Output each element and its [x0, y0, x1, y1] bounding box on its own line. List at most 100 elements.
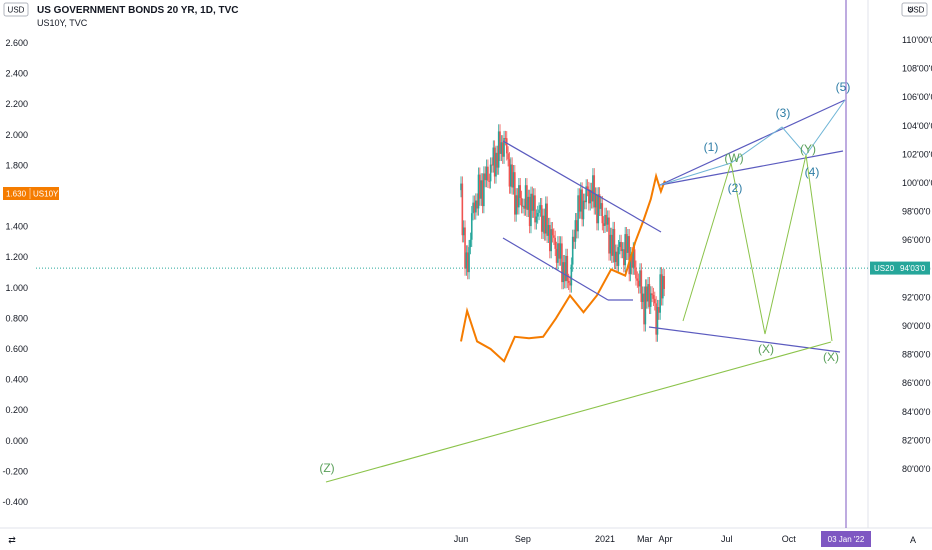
candle-body	[571, 236, 574, 265]
candle-body	[581, 189, 583, 220]
candle-body	[470, 213, 473, 240]
candle-body	[590, 189, 593, 202]
candle-body	[609, 234, 612, 254]
candle-body	[636, 278, 639, 281]
candle-body	[659, 274, 661, 313]
candle-body	[487, 166, 489, 181]
candle-body	[558, 243, 561, 259]
candle-body	[566, 255, 569, 281]
us10y-price-badge: 1.630 US10Y	[3, 187, 59, 200]
us20-price-badge: US20 94'03'0	[870, 261, 930, 275]
candle-body	[597, 194, 600, 224]
right-axis-tick: 102'00'0	[902, 149, 932, 159]
candle-body	[501, 142, 504, 157]
candle-body	[644, 286, 647, 325]
candle-body	[614, 251, 617, 263]
candle-body	[493, 147, 496, 177]
candle-body	[473, 202, 476, 213]
candle-body	[652, 294, 655, 299]
candle-body	[538, 209, 540, 213]
candle-body	[507, 153, 509, 160]
candle-body	[536, 212, 539, 217]
candle-body	[569, 282, 571, 286]
candle-body	[508, 159, 511, 187]
time-axis-tick: Jun	[454, 534, 469, 544]
date-marker-badge[interactable]: 03 Jan '22	[821, 531, 871, 547]
candle-body	[546, 203, 548, 236]
candle-body	[653, 298, 656, 304]
impulse-path[interactable]	[659, 99, 846, 186]
candle-body	[570, 264, 573, 286]
candle-body	[563, 262, 566, 282]
gear-icon: ⚙	[907, 6, 914, 15]
candle-body	[655, 303, 657, 335]
candle-body	[475, 200, 477, 213]
candle-body	[514, 172, 516, 215]
wave-label-x2: (X)	[823, 350, 839, 364]
candle-body	[619, 241, 621, 248]
svg-text:1.630: 1.630	[6, 190, 27, 199]
candle-body	[543, 215, 546, 234]
candle-body	[497, 131, 500, 168]
candle-body	[621, 249, 624, 252]
candle-body	[519, 185, 522, 198]
candle-body	[602, 223, 605, 226]
right-currency-button[interactable]: ⚙ USD	[901, 2, 928, 17]
candle-body	[632, 249, 635, 268]
candle-body	[612, 228, 614, 256]
candle-body	[539, 205, 542, 210]
candle-body	[460, 183, 462, 191]
candle-body	[520, 197, 523, 207]
wave-label-5: (5)	[836, 80, 851, 94]
correction-path[interactable]	[682, 154, 833, 342]
candle-body	[628, 236, 631, 275]
wave-label-3: (3)	[776, 106, 791, 120]
candle-body	[462, 227, 465, 236]
candle-body	[660, 274, 663, 299]
green-trendline[interactable]	[325, 341, 832, 483]
scale-swap-icon[interactable]: ⇄	[8, 535, 16, 545]
right-axis-tick: 92'00'0	[902, 292, 930, 302]
candle-body	[577, 195, 579, 232]
right-axis-tick: 88'00'0	[902, 350, 930, 360]
svg-text:US10Y: US10Y	[33, 190, 59, 199]
candle-body	[604, 214, 606, 226]
time-axis[interactable]: Jun Sep 2021 Mar Apr Jul Oct	[454, 534, 796, 544]
candle-body	[532, 195, 535, 211]
left-axis-tick: 0.000	[5, 436, 28, 446]
auto-scale-button[interactable]: A	[910, 535, 916, 545]
candle-body	[649, 293, 652, 307]
candle-body	[469, 239, 472, 248]
chart-title: US GOVERNMENT BONDS 20 YR, 1D, TVC	[37, 5, 239, 16]
candle-body	[480, 180, 482, 199]
candle-body	[623, 249, 625, 266]
time-axis-tick: Sep	[515, 534, 531, 544]
candle-body	[617, 247, 620, 266]
candle-body	[574, 220, 577, 242]
trend-channel[interactable]	[502, 140, 662, 301]
candle-body	[616, 251, 618, 266]
left-price-axis[interactable]: 2.6002.4002.2002.0001.8001.6001.4001.200…	[2, 38, 28, 507]
candle-body	[605, 214, 608, 225]
candle-body	[515, 195, 517, 215]
candle-body	[465, 252, 468, 269]
candle-body	[578, 195, 581, 212]
time-axis-tick: Mar	[637, 534, 653, 544]
candle-body	[534, 195, 536, 223]
candle-body	[496, 152, 499, 168]
candle-body	[635, 267, 637, 279]
left-currency-button[interactable]: USD	[3, 2, 29, 17]
candle-body	[606, 217, 609, 225]
candle-body	[627, 236, 629, 253]
wave-label-4: (4)	[805, 165, 820, 179]
time-axis-tick: 2021	[595, 534, 615, 544]
candle-body	[593, 175, 596, 208]
right-price-axis[interactable]: 110'00'0 108'00'0 106'00'0 104'00'0 102'00'0…	[902, 35, 932, 474]
candle-body	[555, 248, 558, 263]
candle-body	[647, 284, 649, 302]
svg-text:03 Jan '22: 03 Jan '22	[828, 535, 865, 544]
candle-body	[499, 131, 501, 154]
candle-body	[540, 205, 543, 232]
candle-body	[551, 229, 554, 236]
